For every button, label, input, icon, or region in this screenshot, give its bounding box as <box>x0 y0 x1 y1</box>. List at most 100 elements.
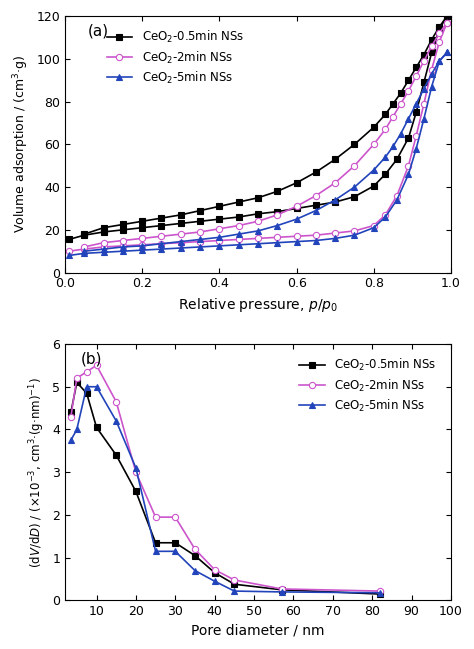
CeO$_2$-0.5min NSs <box>383 171 388 178</box>
CeO$_2$-0.5min NSs <box>133 487 139 495</box>
CeO$_2$-5min NSs <box>84 383 90 391</box>
CeO$_2$-0.5min NSs <box>279 586 284 594</box>
CeO$_2$-5min NSs <box>101 249 107 256</box>
CeO$_2$-0.5min NSs <box>294 204 300 212</box>
CeO$_2$-2min NSs <box>294 232 300 240</box>
CeO$_2$-0.5min NSs <box>173 539 178 546</box>
CeO$_2$-5min NSs <box>371 224 377 232</box>
CeO$_2$-5min NSs <box>159 245 164 253</box>
CeO$_2$-2min NSs <box>66 247 72 255</box>
CeO$_2$-2min NSs <box>178 239 183 247</box>
CeO$_2$-2min NSs <box>352 227 357 235</box>
CeO$_2$-5min NSs <box>352 231 357 239</box>
CeO$_2$-0.5min NSs <box>406 134 411 142</box>
CeO$_2$-5min NSs <box>279 588 284 596</box>
CeO$_2$-5min NSs <box>82 249 87 257</box>
CeO$_2$-2min NSs <box>133 469 139 476</box>
CeO$_2$-0.5min NSs <box>437 25 442 33</box>
CeO$_2$-5min NSs <box>120 247 126 255</box>
CeO$_2$-5min NSs <box>212 578 218 585</box>
CeO$_2$-5min NSs <box>94 383 100 391</box>
Line: CeO$_2$-2min NSs: CeO$_2$-2min NSs <box>66 19 450 254</box>
Y-axis label: Volume adsorption / (cm$^3$·g): Volume adsorption / (cm$^3$·g) <box>11 55 31 234</box>
CeO$_2$-0.5min NSs <box>82 231 87 239</box>
CeO$_2$-5min NSs <box>383 213 388 221</box>
Legend: CeO$_2$-0.5min NSs, CeO$_2$-2min NSs, CeO$_2$-5min NSs: CeO$_2$-0.5min NSs, CeO$_2$-2min NSs, Ce… <box>294 352 441 419</box>
CeO$_2$-5min NSs <box>437 57 442 65</box>
CeO$_2$-2min NSs <box>394 191 400 199</box>
CeO$_2$-0.5min NSs <box>444 12 450 20</box>
Line: CeO$_2$-0.5min NSs: CeO$_2$-0.5min NSs <box>66 13 450 243</box>
CeO$_2$-2min NSs <box>371 222 377 230</box>
CeO$_2$-0.5min NSs <box>429 49 435 56</box>
CeO$_2$-0.5min NSs <box>236 213 242 221</box>
CeO$_2$-2min NSs <box>84 368 90 376</box>
CeO$_2$-5min NSs <box>192 567 198 574</box>
CeO$_2$-2min NSs <box>68 413 74 421</box>
CeO$_2$-2min NSs <box>383 211 388 219</box>
CeO$_2$-5min NSs <box>197 243 203 251</box>
CeO$_2$-0.5min NSs <box>101 228 107 236</box>
CeO$_2$-2min NSs <box>120 242 126 250</box>
CeO$_2$-0.5min NSs <box>231 580 237 588</box>
CeO$_2$-5min NSs <box>178 244 183 252</box>
CeO$_2$-5min NSs <box>68 436 74 444</box>
CeO$_2$-2min NSs <box>159 240 164 248</box>
CeO$_2$-0.5min NSs <box>66 236 72 243</box>
CeO$_2$-0.5min NSs <box>255 210 261 217</box>
CeO$_2$-0.5min NSs <box>352 193 357 201</box>
CeO$_2$-0.5min NSs <box>94 423 100 431</box>
CeO$_2$-2min NSs <box>413 132 419 140</box>
CeO$_2$-2min NSs <box>197 238 203 245</box>
X-axis label: Relative pressure, $p/p_0$: Relative pressure, $p/p_0$ <box>178 296 338 314</box>
CeO$_2$-2min NSs <box>279 585 284 593</box>
CeO$_2$-2min NSs <box>231 576 237 584</box>
CeO$_2$-5min NSs <box>255 240 261 248</box>
CeO$_2$-2min NSs <box>94 361 100 369</box>
CeO$_2$-0.5min NSs <box>68 408 74 416</box>
CeO$_2$-0.5min NSs <box>84 389 90 397</box>
CeO$_2$-5min NSs <box>313 237 319 245</box>
Line: CeO$_2$-5min NSs: CeO$_2$-5min NSs <box>68 384 383 596</box>
CeO$_2$-5min NSs <box>294 238 300 245</box>
CeO$_2$-0.5min NSs <box>332 198 338 206</box>
CeO$_2$-0.5min NSs <box>192 552 198 559</box>
CeO$_2$-2min NSs <box>377 587 383 595</box>
CeO$_2$-2min NSs <box>332 229 338 237</box>
CeO$_2$-2min NSs <box>101 243 107 251</box>
CeO$_2$-0.5min NSs <box>113 451 119 459</box>
CeO$_2$-2min NSs <box>74 374 80 382</box>
Line: CeO$_2$-0.5min NSs: CeO$_2$-0.5min NSs <box>68 380 383 597</box>
CeO$_2$-0.5min NSs <box>74 378 80 386</box>
CeO$_2$-2min NSs <box>429 66 435 73</box>
CeO$_2$-0.5min NSs <box>377 590 383 598</box>
CeO$_2$-5min NSs <box>74 426 80 434</box>
Legend: CeO$_2$-0.5min NSs, CeO$_2$-2min NSs, CeO$_2$-5min NSs: CeO$_2$-0.5min NSs, CeO$_2$-2min NSs, Ce… <box>102 25 249 91</box>
X-axis label: Pore diameter / nm: Pore diameter / nm <box>191 624 325 638</box>
CeO$_2$-5min NSs <box>133 464 139 472</box>
CeO$_2$-5min NSs <box>274 239 280 247</box>
CeO$_2$-2min NSs <box>313 231 319 239</box>
Text: (a): (a) <box>88 24 109 39</box>
CeO$_2$-2min NSs <box>173 513 178 521</box>
CeO$_2$-0.5min NSs <box>178 219 183 227</box>
CeO$_2$-0.5min NSs <box>212 569 218 576</box>
CeO$_2$-2min NSs <box>82 245 87 253</box>
CeO$_2$-0.5min NSs <box>313 201 319 209</box>
Text: (b): (b) <box>81 352 102 367</box>
CeO$_2$-2min NSs <box>217 237 222 245</box>
CeO$_2$-5min NSs <box>236 241 242 249</box>
CeO$_2$-5min NSs <box>231 587 237 595</box>
CeO$_2$-5min NSs <box>113 417 119 425</box>
CeO$_2$-0.5min NSs <box>153 539 158 546</box>
CeO$_2$-2min NSs <box>153 513 158 521</box>
CeO$_2$-2min NSs <box>406 162 411 169</box>
CeO$_2$-0.5min NSs <box>371 182 377 190</box>
CeO$_2$-2min NSs <box>274 234 280 241</box>
CeO$_2$-0.5min NSs <box>197 217 203 225</box>
CeO$_2$-0.5min NSs <box>413 108 419 116</box>
CeO$_2$-2min NSs <box>113 398 119 406</box>
CeO$_2$-2min NSs <box>236 236 242 243</box>
CeO$_2$-2min NSs <box>437 38 442 45</box>
CeO$_2$-5min NSs <box>173 547 178 555</box>
